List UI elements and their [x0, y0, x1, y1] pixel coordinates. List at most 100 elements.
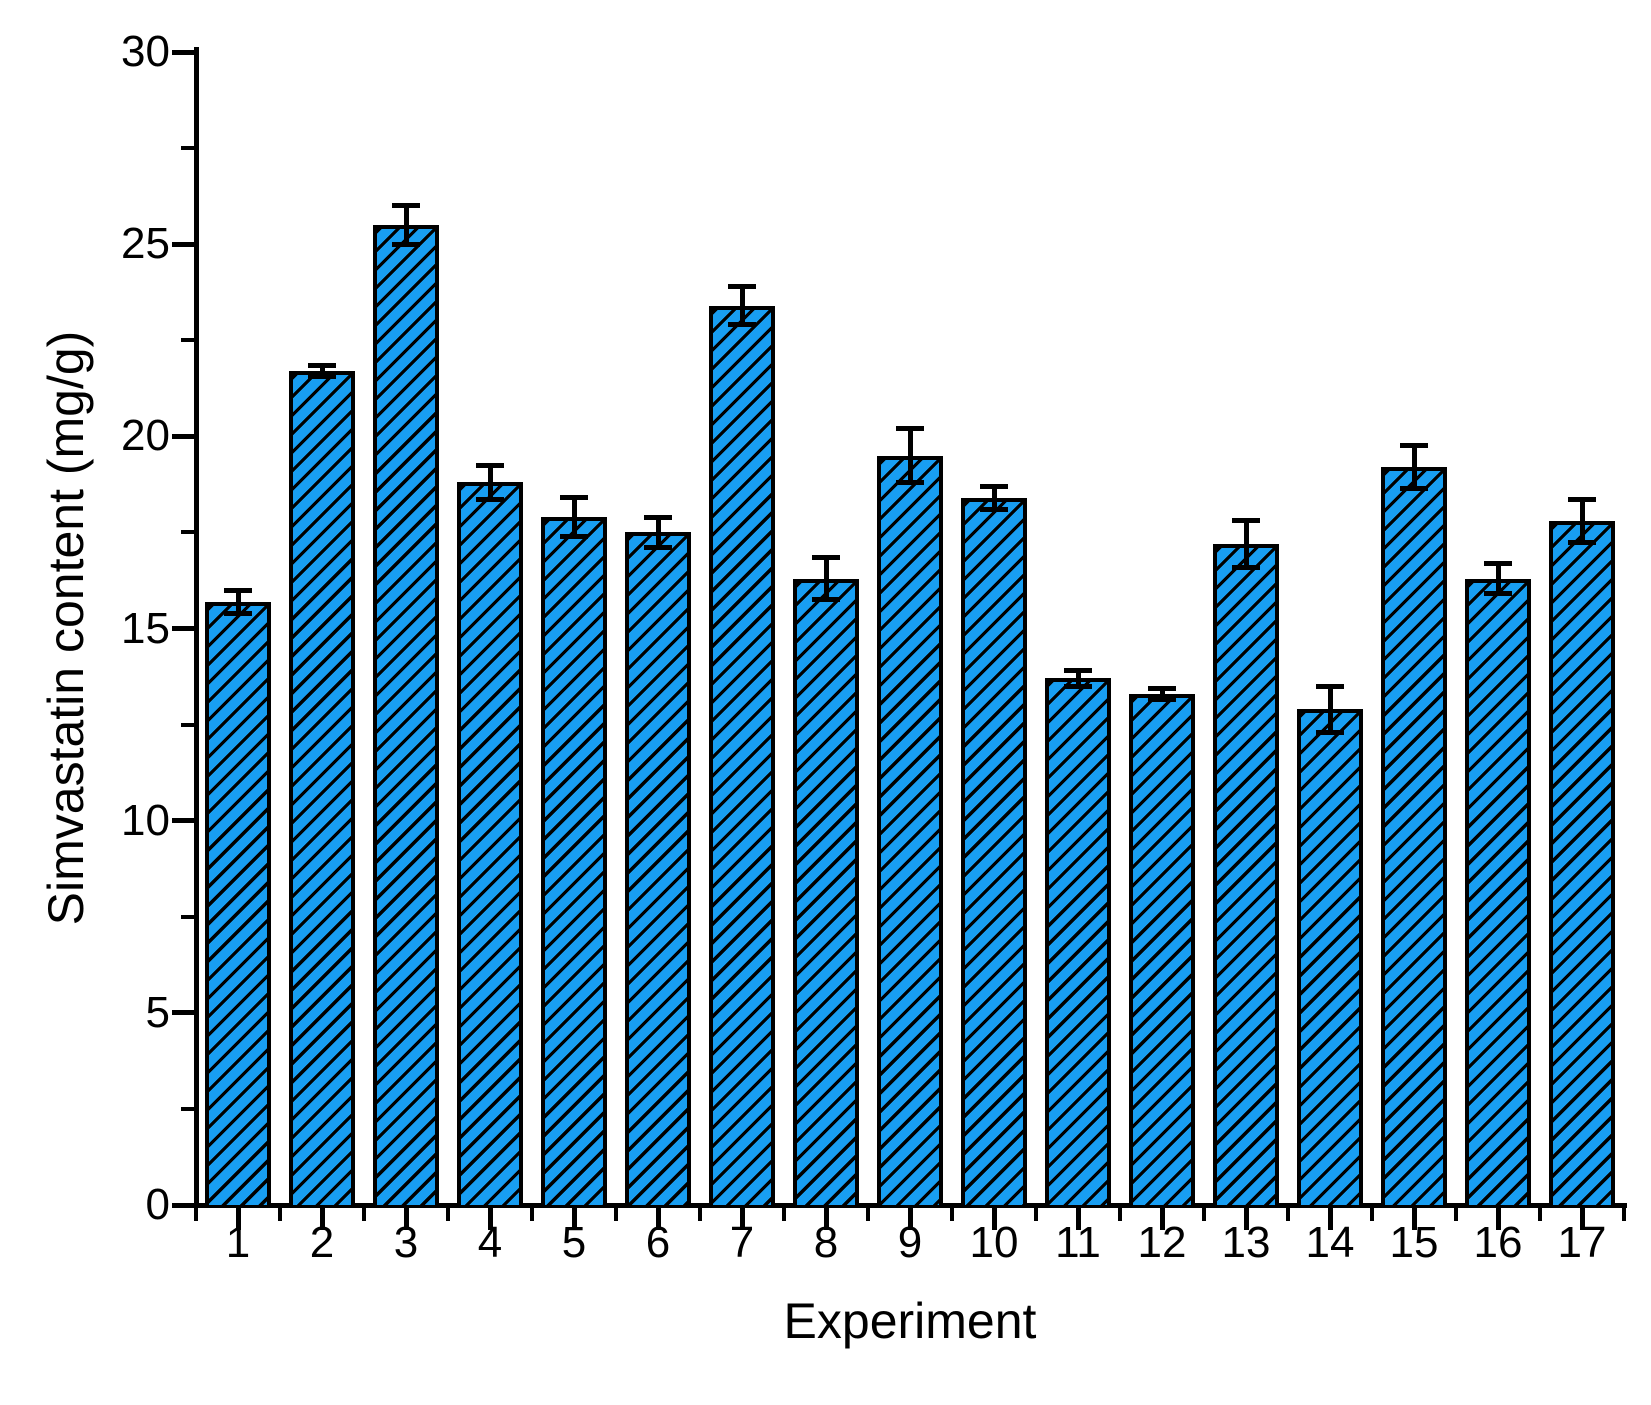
- x-tick-label-12: 12: [1137, 1218, 1187, 1267]
- error-bar-cap-top-16: [1484, 560, 1512, 566]
- y-major-tick: [171, 626, 194, 631]
- error-bar-cap-top-15: [1400, 443, 1428, 449]
- error-bar-cap-top-8: [812, 554, 840, 560]
- error-bar-cap-bottom-11: [1064, 683, 1092, 689]
- error-bar-cap-top-13: [1232, 518, 1260, 524]
- bar-experiment-4: [457, 482, 523, 1205]
- error-bar-cap-top-14: [1316, 683, 1344, 689]
- bar-experiment-15: [1381, 467, 1447, 1205]
- x-major-tick: [991, 1207, 997, 1230]
- error-bar-cap-bottom-9: [896, 479, 924, 485]
- error-bar-cap-top-9: [896, 426, 924, 432]
- x-major-tick: [1243, 1207, 1249, 1230]
- error-bar-line-9: [907, 428, 913, 483]
- x-tick-label-1: 1: [225, 1218, 251, 1267]
- x-tick-label-17: 17: [1557, 1218, 1607, 1267]
- x-minor-tick: [1370, 1207, 1374, 1221]
- bar-experiment-1: [205, 601, 271, 1205]
- bar-experiment-13: [1213, 543, 1279, 1205]
- error-bar-cap-bottom-6: [644, 545, 672, 551]
- error-bar-line-13: [1243, 520, 1249, 567]
- y-minor-tick: [180, 146, 194, 151]
- x-tick-label-2: 2: [309, 1218, 335, 1267]
- error-bar-line-2: [319, 365, 325, 377]
- error-bar-cap-bottom-1: [224, 610, 252, 616]
- y-major-tick: [171, 49, 194, 55]
- x-tick-label-14: 14: [1305, 1218, 1355, 1267]
- error-bar-cap-top-12: [1148, 685, 1176, 691]
- x-major-tick: [487, 1207, 493, 1230]
- y-minor-tick: [180, 914, 194, 919]
- error-bar-cap-bottom-16: [1484, 591, 1512, 597]
- x-tick-label-11: 11: [1055, 1218, 1101, 1267]
- error-bar-line-16: [1495, 563, 1501, 594]
- bar-experiment-5: [541, 517, 607, 1205]
- y-tick-label: 5: [145, 987, 170, 1037]
- x-major-tick: [1495, 1207, 1501, 1230]
- y-major-tick: [171, 1010, 194, 1016]
- x-tick-label-16: 16: [1473, 1218, 1523, 1267]
- x-tick-label-10: 10: [969, 1218, 1019, 1267]
- error-bar-cap-top-3: [392, 203, 420, 209]
- error-bar-cap-bottom-14: [1316, 729, 1344, 735]
- x-major-tick: [403, 1207, 409, 1230]
- error-bar-line-3: [403, 205, 409, 245]
- x-major-tick: [1159, 1207, 1165, 1230]
- x-axis-spine: [193, 1202, 1627, 1208]
- error-bar-cap-top-1: [224, 587, 252, 593]
- y-major-tick: [171, 241, 194, 247]
- x-minor-tick: [782, 1207, 786, 1221]
- x-tick-label-9: 9: [897, 1218, 923, 1267]
- x-major-tick: [907, 1207, 913, 1230]
- y-tick-label: 0: [145, 1180, 170, 1229]
- y-tick-label: 10: [121, 795, 170, 845]
- error-bar-cap-bottom-7: [728, 322, 756, 328]
- bar-experiment-16: [1465, 578, 1531, 1205]
- error-bar-cap-top-5: [560, 495, 588, 501]
- error-bar-cap-bottom-13: [1232, 564, 1260, 570]
- error-bar-line-17: [1579, 499, 1585, 542]
- error-bar-cap-bottom-17: [1568, 539, 1596, 545]
- error-bar-line-7: [739, 286, 745, 325]
- x-minor-tick: [530, 1207, 534, 1221]
- x-major-tick: [739, 1207, 745, 1230]
- x-major-tick: [319, 1207, 325, 1230]
- y-major-tick: [171, 818, 194, 824]
- y-axis-spine: [193, 47, 199, 1208]
- x-minor-tick: [278, 1207, 282, 1221]
- x-tick-label-8: 8: [813, 1218, 839, 1267]
- error-bar-cap-bottom-2: [308, 374, 336, 380]
- x-tick-label-7: 7: [729, 1218, 755, 1267]
- x-tick-label-13: 13: [1221, 1218, 1271, 1267]
- bar-experiment-12: [1129, 693, 1195, 1205]
- x-tick-label-3: 3: [393, 1218, 419, 1267]
- y-minor-tick: [180, 338, 194, 343]
- x-minor-tick: [1034, 1207, 1038, 1221]
- x-major-tick: [1411, 1207, 1417, 1230]
- error-bar-line-12: [1159, 688, 1165, 700]
- x-tick-label-5: 5: [561, 1218, 587, 1267]
- y-minor-tick: [180, 530, 194, 535]
- bar-experiment-9: [877, 455, 943, 1205]
- error-bar-cap-top-10: [980, 483, 1008, 489]
- y-major-tick: [171, 433, 194, 439]
- error-bar-cap-top-2: [308, 362, 336, 368]
- x-tick-label-15: 15: [1389, 1218, 1439, 1267]
- error-bar-line-4: [487, 465, 493, 500]
- y-tick-label: 15: [121, 603, 170, 653]
- x-minor-tick: [194, 1207, 198, 1221]
- y-minor-tick: [180, 1106, 194, 1111]
- y-minor-tick: [180, 722, 194, 727]
- error-bar-cap-top-4: [476, 462, 504, 468]
- error-bar-cap-bottom-3: [392, 241, 420, 247]
- error-bar-cap-bottom-8: [812, 597, 840, 603]
- x-minor-tick: [950, 1207, 954, 1221]
- bar-experiment-2: [289, 370, 355, 1205]
- bar-experiment-7: [709, 305, 775, 1205]
- error-bar-cap-top-11: [1064, 668, 1092, 674]
- bar-experiment-17: [1549, 520, 1615, 1205]
- x-major-tick: [1579, 1207, 1585, 1230]
- x-minor-tick: [446, 1207, 450, 1221]
- error-bar-line-14: [1327, 686, 1333, 733]
- x-major-tick: [655, 1207, 661, 1230]
